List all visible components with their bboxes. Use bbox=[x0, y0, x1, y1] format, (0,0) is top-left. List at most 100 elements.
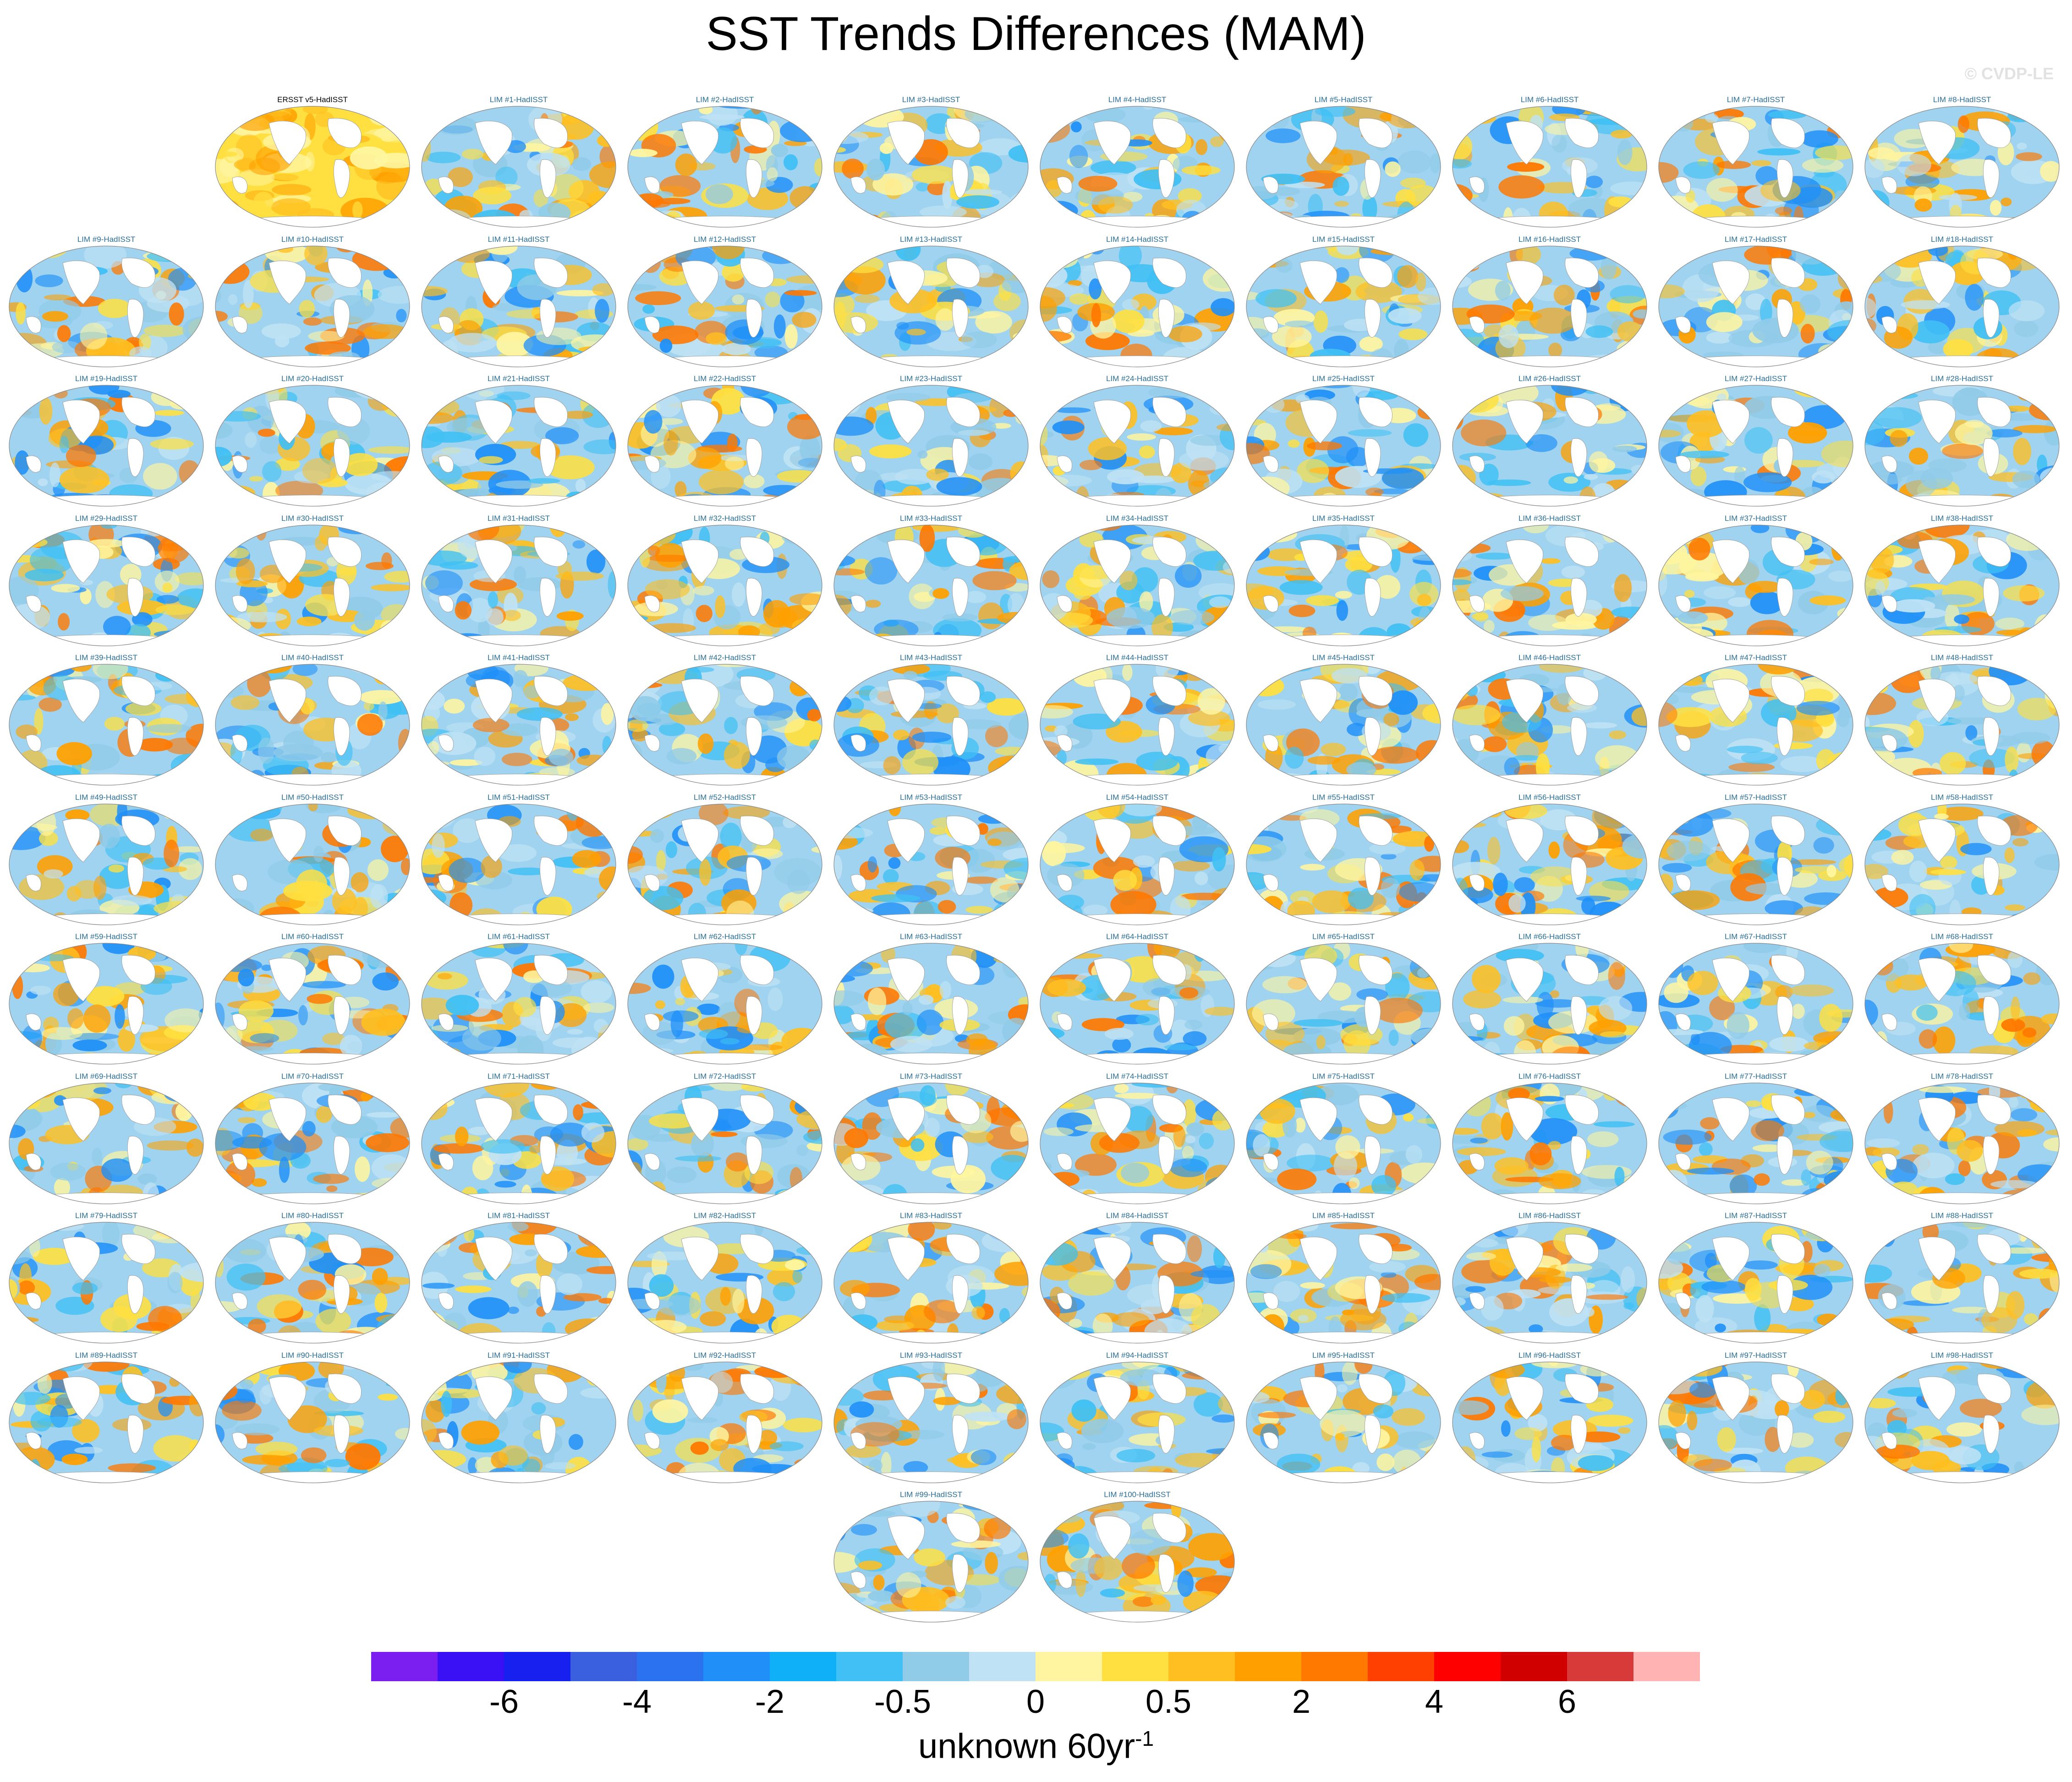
sst-trend-map bbox=[421, 664, 616, 786]
map-panel: LIM #94-HadISST bbox=[1036, 1350, 1238, 1488]
sst-trend-map bbox=[1658, 803, 1853, 925]
map-panel: LIM #85-HadISST bbox=[1243, 1211, 1444, 1348]
map-panel: LIM #13-HadISST bbox=[830, 235, 1032, 372]
colorbar-segment bbox=[1036, 1652, 1102, 1681]
map-panel: LIM #39-HadISST bbox=[5, 653, 207, 790]
map-panel: LIM #12-HadISST bbox=[624, 235, 826, 372]
map-panel-reference: ERSST v5-HadISST bbox=[212, 95, 413, 232]
map-panel: LIM #65-HadISST bbox=[1243, 932, 1444, 1069]
colorbar-segment bbox=[637, 1652, 704, 1681]
sst-trend-map bbox=[1040, 245, 1235, 367]
map-panel: LIM #19-HadISST bbox=[5, 374, 207, 511]
map-panel: LIM #29-HadISST bbox=[5, 514, 207, 651]
map-panel-title: LIM #31-HadISST bbox=[487, 514, 550, 523]
colorbar-segment bbox=[903, 1652, 970, 1681]
sst-trend-map bbox=[9, 943, 204, 1065]
sst-trend-map bbox=[627, 245, 822, 367]
map-panel-title: LIM #80-HadISST bbox=[281, 1211, 344, 1220]
sst-trend-map bbox=[627, 1082, 822, 1204]
map-panel: LIM #57-HadISST bbox=[1655, 793, 1857, 930]
sst-trend-map bbox=[1658, 1222, 1853, 1344]
map-panel-title: LIM #17-HadISST bbox=[1724, 235, 1787, 244]
sst-trend-map bbox=[833, 1501, 1029, 1623]
chart-title: SST Trends Differences (MAM) bbox=[706, 7, 1366, 60]
map-panel: LIM #75-HadISST bbox=[1243, 1071, 1444, 1209]
colorbar-tick-label: 0.5 bbox=[1145, 1684, 1192, 1720]
sst-trend-map bbox=[1040, 524, 1235, 646]
map-panel-title: LIM #62-HadISST bbox=[693, 932, 756, 941]
map-panel-title: LIM #5-HadISST bbox=[1314, 95, 1373, 104]
map-panel: LIM #25-HadISST bbox=[1243, 374, 1444, 511]
map-panel: LIM #64-HadISST bbox=[1036, 932, 1238, 1069]
sst-trend-map bbox=[1658, 385, 1853, 507]
map-panel-title: LIM #97-HadISST bbox=[1724, 1350, 1787, 1360]
map-panel-title: LIM #23-HadISST bbox=[899, 374, 963, 383]
sst-trend-map bbox=[1246, 664, 1441, 786]
map-panel: LIM #90-HadISST bbox=[212, 1350, 413, 1488]
sst-trend-map bbox=[215, 664, 410, 786]
map-panel: LIM #87-HadISST bbox=[1655, 1211, 1857, 1348]
map-panel: LIM #51-HadISST bbox=[418, 793, 619, 930]
map-panel: LIM #7-HadISST bbox=[1655, 95, 1857, 232]
colorbar-segment bbox=[371, 1652, 438, 1681]
sst-trend-map bbox=[1040, 106, 1235, 228]
map-panel: LIM #62-HadISST bbox=[624, 932, 826, 1069]
sst-trend-map bbox=[421, 1222, 616, 1344]
map-panel-title: LIM #92-HadISST bbox=[693, 1350, 756, 1360]
map-panel: LIM #21-HadISST bbox=[418, 374, 619, 511]
map-panel: LIM #1-HadISST bbox=[418, 95, 619, 232]
colorbar-units-text: unknown 60yr bbox=[918, 1727, 1135, 1766]
map-panel-title: LIM #50-HadISST bbox=[281, 793, 344, 802]
map-panel: LIM #9-HadISST bbox=[5, 235, 207, 372]
map-panel: LIM #98-HadISST bbox=[1861, 1350, 2063, 1488]
map-panel-title: ERSST v5-HadISST bbox=[277, 95, 348, 104]
sst-trend-map bbox=[9, 1082, 204, 1204]
sst-trend-map bbox=[1658, 943, 1853, 1065]
map-panel: LIM #34-HadISST bbox=[1036, 514, 1238, 651]
sst-trend-map bbox=[1040, 1082, 1235, 1204]
map-panel-title: LIM #53-HadISST bbox=[899, 793, 963, 802]
map-panel-title: LIM #59-HadISST bbox=[75, 932, 138, 941]
map-panel-title: LIM #55-HadISST bbox=[1312, 793, 1375, 802]
sst-trend-map bbox=[1658, 664, 1853, 786]
map-panel-title: LIM #24-HadISST bbox=[1106, 374, 1169, 383]
sst-trend-map bbox=[215, 106, 410, 228]
map-panel: LIM #76-HadISST bbox=[1449, 1071, 1650, 1209]
sst-trend-map bbox=[1864, 385, 2060, 507]
map-panel: LIM #14-HadISST bbox=[1036, 235, 1238, 372]
sst-trend-map bbox=[215, 524, 410, 646]
map-panel-title: LIM #44-HadISST bbox=[1106, 653, 1169, 662]
map-panel-title: LIM #98-HadISST bbox=[1930, 1350, 1994, 1360]
map-panel: LIM #67-HadISST bbox=[1655, 932, 1857, 1069]
map-panel: LIM #33-HadISST bbox=[830, 514, 1032, 651]
sst-trend-map bbox=[1864, 1361, 2060, 1483]
map-panel-title: LIM #81-HadISST bbox=[487, 1211, 550, 1220]
sst-trend-map bbox=[1452, 245, 1647, 367]
map-panel-title: LIM #90-HadISST bbox=[281, 1350, 344, 1360]
sst-trend-map bbox=[215, 943, 410, 1065]
map-panel: LIM #16-HadISST bbox=[1449, 235, 1650, 372]
map-panel: LIM #4-HadISST bbox=[1036, 95, 1238, 232]
map-panel: LIM #49-HadISST bbox=[5, 793, 207, 930]
map-panel-title: LIM #18-HadISST bbox=[1930, 235, 1994, 244]
map-panel-title: LIM #32-HadISST bbox=[693, 514, 756, 523]
sst-trend-map bbox=[627, 664, 822, 786]
colorbar-tick-label: 0 bbox=[1026, 1684, 1045, 1720]
colorbar-tick-label: -2 bbox=[755, 1684, 785, 1720]
map-panel: LIM #52-HadISST bbox=[624, 793, 826, 930]
sst-trend-map bbox=[627, 106, 822, 228]
map-panel-title: LIM #15-HadISST bbox=[1312, 235, 1375, 244]
map-panel-title: LIM #49-HadISST bbox=[75, 793, 138, 802]
map-panel: LIM #23-HadISST bbox=[830, 374, 1032, 511]
colorbar-segment bbox=[1102, 1652, 1169, 1681]
sst-trend-map bbox=[1864, 106, 2060, 228]
map-panel-title: LIM #100-HadISST bbox=[1104, 1490, 1171, 1499]
sst-trend-map bbox=[9, 664, 204, 786]
map-panel: LIM #56-HadISST bbox=[1449, 793, 1650, 930]
map-panel: LIM #82-HadISST bbox=[624, 1211, 826, 1348]
sst-trend-map bbox=[421, 943, 616, 1065]
map-panel: LIM #50-HadISST bbox=[212, 793, 413, 930]
map-panel: LIM #93-HadISST bbox=[830, 1350, 1032, 1488]
colorbar-tick-label: 6 bbox=[1557, 1684, 1577, 1720]
map-panel: LIM #74-HadISST bbox=[1036, 1071, 1238, 1209]
